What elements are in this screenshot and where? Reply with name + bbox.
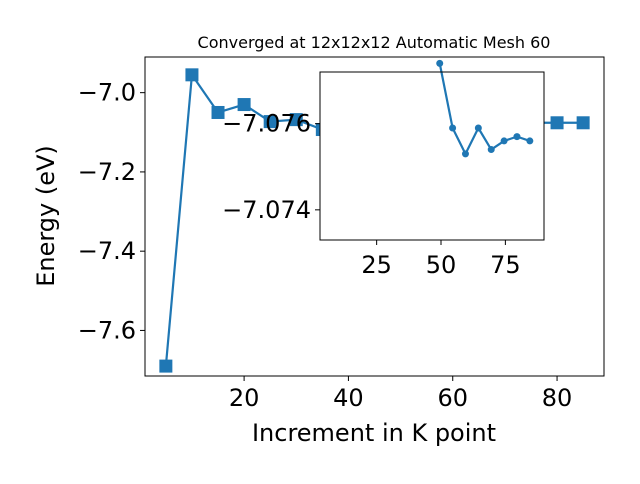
main-x-tick-label: 40 [333, 384, 364, 412]
main-data-point [211, 105, 225, 119]
main-data-point [550, 116, 564, 130]
inset-data-point [487, 146, 495, 154]
chart-title: Converged at 12x12x12 Automatic Mesh 60 [198, 33, 551, 52]
inset-data-point [526, 137, 534, 145]
inset-data-point [449, 124, 457, 132]
inset-y-tick-label: −7.074 [222, 196, 311, 224]
main-y-tick-label: −7.2 [78, 158, 136, 186]
inset-data-point [461, 150, 469, 158]
inset-data-point [474, 124, 482, 132]
inset-plot-background [320, 72, 544, 240]
main-x-tick-label: 20 [229, 384, 260, 412]
main-plot-frame [144, 56, 605, 377]
x-axis-label: Increment in K point [252, 419, 496, 447]
inset-plot: 25 50 75 −7.076 −7.074 [222, 59, 545, 279]
main-y-tick-label: −7.0 [78, 79, 136, 107]
main-data-point [289, 113, 303, 127]
main-x-tick-label: 60 [437, 384, 468, 412]
main-y-tick-label: −7.6 [78, 316, 136, 344]
inset-markers [436, 59, 534, 158]
inset-x-tick-label: 25 [361, 251, 392, 279]
main-data-point [185, 68, 199, 82]
main-x-tick-label: 80 [542, 384, 573, 412]
inset-x-tick-label: 50 [426, 251, 457, 279]
y-axis-label: Energy (eV) [32, 145, 60, 287]
inset-data-point [436, 59, 444, 67]
main-data-point [263, 115, 277, 129]
main-data-point [159, 359, 173, 373]
inset-ticks: 25 50 75 −7.076 −7.074 [222, 110, 520, 279]
inset-plot-frame [319, 71, 545, 241]
inset-y-tick-label: −7.076 [222, 110, 311, 138]
main-y-tick-label: −7.4 [78, 237, 136, 265]
main-data-point [237, 98, 251, 112]
main-ticks: 20 40 60 80 −7.6 −7.4 −7.2 −7.0 [78, 79, 573, 412]
main-data-point [576, 116, 590, 130]
inset-data-point [513, 133, 521, 141]
inset-x-tick-label: 75 [490, 251, 521, 279]
inset-data-point [500, 137, 508, 145]
